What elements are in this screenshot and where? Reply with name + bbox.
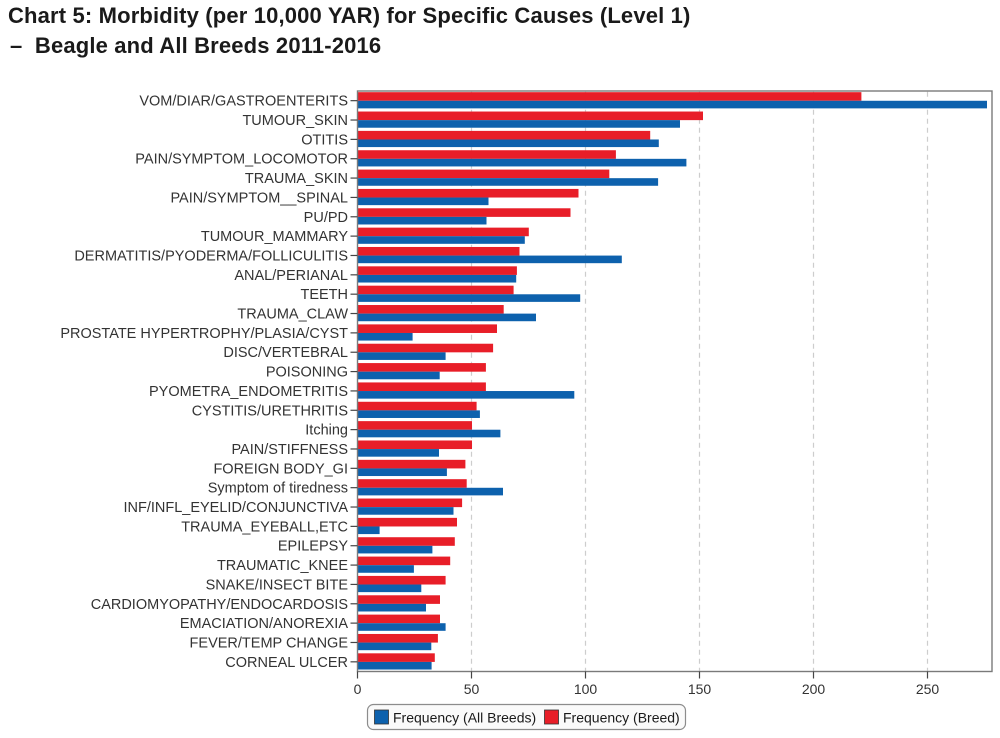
svg-text:CYSTITIS/URETHRITIS: CYSTITIS/URETHRITIS xyxy=(192,403,348,419)
svg-text:Itching: Itching xyxy=(305,423,348,439)
svg-text:0: 0 xyxy=(354,681,362,697)
svg-text:POISONING: POISONING xyxy=(266,365,348,381)
svg-text:OTITIS: OTITIS xyxy=(301,132,348,148)
svg-text:Frequency (All Breeds): Frequency (All Breeds) xyxy=(393,710,536,726)
svg-text:50: 50 xyxy=(464,681,480,697)
svg-text:PU/PD: PU/PD xyxy=(304,210,348,226)
svg-text:TRAUMATIC_KNEE: TRAUMATIC_KNEE xyxy=(217,558,348,574)
svg-text:PROSTATE HYPERTROPHY/PLASIA/CY: PROSTATE HYPERTROPHY/PLASIA/CYST xyxy=(60,326,348,342)
svg-text:DISC/VERTEBRAL: DISC/VERTEBRAL xyxy=(223,345,348,361)
svg-text:100: 100 xyxy=(574,681,598,697)
svg-text:250: 250 xyxy=(916,681,940,697)
svg-text:150: 150 xyxy=(688,681,712,697)
svg-text:CORNEAL ULCER: CORNEAL ULCER xyxy=(225,655,348,671)
svg-text:PAIN/SYMPTOM_LOCOMOTOR: PAIN/SYMPTOM_LOCOMOTOR xyxy=(135,152,348,168)
svg-text:TUMOUR_MAMMARY: TUMOUR_MAMMARY xyxy=(201,229,348,245)
svg-text:TUMOUR_SKIN: TUMOUR_SKIN xyxy=(242,113,348,129)
svg-text:Symptom of tiredness: Symptom of tiredness xyxy=(208,481,348,497)
svg-text:DERMATITIS/PYODERMA/FOLLICULIT: DERMATITIS/PYODERMA/FOLLICULITIS xyxy=(74,248,348,264)
svg-text:PAIN/SYMPTOM__SPINAL: PAIN/SYMPTOM__SPINAL xyxy=(170,190,348,206)
svg-text:PAIN/STIFFNESS: PAIN/STIFFNESS xyxy=(231,442,348,458)
svg-text:EPILEPSY: EPILEPSY xyxy=(278,539,348,555)
svg-text:TEETH: TEETH xyxy=(300,287,348,303)
svg-text:CARDIOMYOPATHY/ENDOCARDOSIS: CARDIOMYOPATHY/ENDOCARDOSIS xyxy=(91,597,348,613)
svg-text:EMACIATION/ANOREXIA: EMACIATION/ANOREXIA xyxy=(180,616,348,632)
svg-text:SNAKE/INSECT BITE: SNAKE/INSECT BITE xyxy=(206,577,349,593)
svg-text:PYOMETRA_ENDOMETRITIS: PYOMETRA_ENDOMETRITIS xyxy=(149,384,348,400)
svg-text:FOREIGN BODY_GI: FOREIGN BODY_GI xyxy=(213,461,348,477)
svg-text:200: 200 xyxy=(802,681,826,697)
svg-text:TRAUMA_SKIN: TRAUMA_SKIN xyxy=(245,171,348,187)
svg-text:TRAUMA_EYEBALL,ETC: TRAUMA_EYEBALL,ETC xyxy=(181,519,348,535)
svg-text:Frequency (Breed): Frequency (Breed) xyxy=(563,710,680,726)
svg-text:TRAUMA_CLAW: TRAUMA_CLAW xyxy=(237,307,348,323)
svg-text:FEVER/TEMP CHANGE: FEVER/TEMP CHANGE xyxy=(190,635,349,651)
svg-text:ANAL/PERIANAL: ANAL/PERIANAL xyxy=(234,268,348,284)
svg-text:VOM/DIAR/GASTROENTERITS: VOM/DIAR/GASTROENTERITS xyxy=(139,94,348,110)
svg-text:INF/INFL_EYELID/CONJUNCTIVA: INF/INFL_EYELID/CONJUNCTIVA xyxy=(123,500,348,516)
